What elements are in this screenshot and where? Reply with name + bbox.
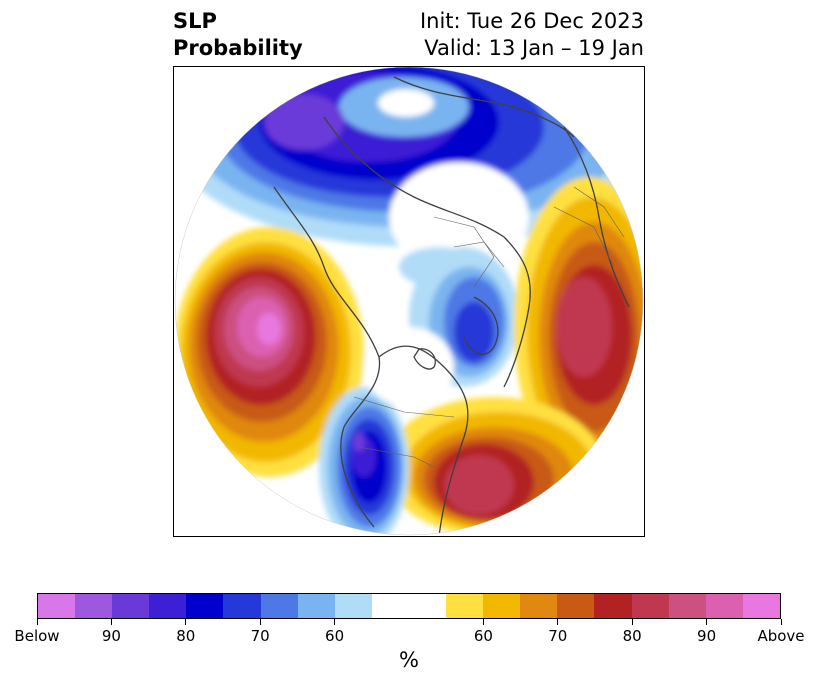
- political-borders: [353, 186, 625, 468]
- colorbar-segment: [631, 594, 669, 618]
- colorbar-tick: [631, 619, 633, 625]
- colorbar-unit: %: [399, 648, 419, 672]
- colorbar-tick: [482, 619, 484, 625]
- colorbar-tick-label: 60: [473, 627, 493, 645]
- colorbar-tick: [185, 619, 187, 625]
- colorbar-segment: [371, 594, 447, 618]
- colorbar-tick-label: 80: [622, 627, 642, 645]
- colorbar-tick-label: 60: [325, 627, 345, 645]
- colorbar-segment: [594, 594, 632, 618]
- colorbar-tick: [259, 619, 261, 625]
- probability-map: [174, 67, 644, 536]
- colorbar-tick: [557, 619, 559, 625]
- title-right: Init: Tue 26 Dec 2023 Valid: 13 Jan – 19…: [420, 8, 644, 62]
- colorbar-tick: [780, 619, 782, 625]
- colorbar-segment: [149, 594, 187, 618]
- colorbar-tick: [36, 619, 38, 625]
- colorbar-tick: [706, 619, 708, 625]
- contour-above-85-southeast: [444, 455, 514, 515]
- colorbar-segment: [483, 594, 521, 618]
- colorbar-tick-label: Below: [14, 627, 60, 645]
- colorbar-segment: [223, 594, 261, 618]
- coastlines: [273, 76, 630, 535]
- init-date: Init: Tue 26 Dec 2023: [419, 9, 644, 33]
- colorbar-segment: [75, 594, 113, 618]
- colorbar-segment: [668, 594, 706, 618]
- colorbar-tick-label: 70: [250, 627, 270, 645]
- colorbar-segment: [705, 594, 743, 618]
- colorbar-segment: [520, 594, 558, 618]
- contour-below-90-north: [264, 94, 344, 150]
- contour-above-max-west: [257, 313, 281, 345]
- colorbar-segment: [186, 594, 224, 618]
- neutral-europe: [389, 162, 529, 272]
- neutral-arctic: [364, 327, 454, 407]
- contour-below-75-arctic: [454, 302, 494, 362]
- colorbar-tick: [110, 619, 112, 625]
- colorbar-segment: [297, 594, 335, 618]
- variable-subtitle: Probability: [173, 36, 303, 60]
- variable-title: SLP: [173, 9, 217, 33]
- colorbar-segment: [742, 594, 780, 618]
- colorbar-tick-label: Above: [757, 627, 805, 645]
- contour-below-90-south: [353, 432, 365, 452]
- title-left: SLP Probability: [173, 8, 303, 62]
- colorbar-segment: [260, 594, 298, 618]
- colorbar-segment: [557, 594, 595, 618]
- colorbar-tick-label: 90: [101, 627, 121, 645]
- colorbar: [37, 593, 781, 619]
- colorbar-segment: [446, 594, 484, 618]
- contour-north-center-white: [378, 89, 434, 117]
- map-panel: [173, 66, 645, 537]
- colorbar-tick-label: 90: [697, 627, 717, 645]
- colorbar-segment: [38, 594, 76, 618]
- colorbar-segment: [112, 594, 150, 618]
- colorbar-tick-label: 80: [176, 627, 196, 645]
- map-edge: [174, 67, 644, 536]
- contour-above-85-east: [556, 277, 612, 377]
- colorbar-segment: [334, 594, 372, 618]
- valid-range: Valid: 13 Jan – 19 Jan: [424, 36, 644, 60]
- colorbar-tick-label: 70: [548, 627, 568, 645]
- colorbar-tick: [334, 619, 336, 625]
